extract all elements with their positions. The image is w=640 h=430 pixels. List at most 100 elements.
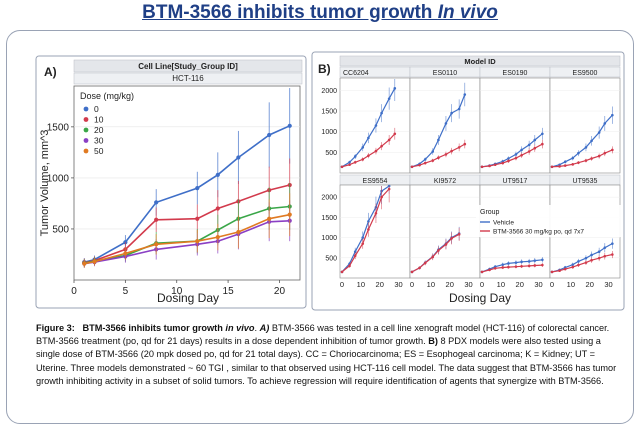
panel-a-point <box>123 251 128 256</box>
panel-a-xtick-label: 10 <box>171 286 183 297</box>
panel-a-ylabel: Tumor Volume, mm^3 <box>39 130 51 237</box>
panel-b-xtick-label: 20 <box>516 280 524 289</box>
caption-heading: BTM-3566 inhibits tumor growth <box>82 323 226 333</box>
panel-a-legend-marker <box>83 138 89 143</box>
title-emphasis: In vivo <box>437 2 498 23</box>
panel-b-xtick-label: 0 <box>550 280 554 289</box>
panel-b-model-label: KI9572 <box>434 178 456 185</box>
panel-b-xtick-label: 20 <box>446 280 454 289</box>
panel-b-model-label: ES9500 <box>573 70 598 77</box>
panel-b-ytick-label: 1500 <box>321 109 337 116</box>
panel-b-model-label: CC6204 <box>343 70 369 77</box>
panel-b-xtick-label: 30 <box>464 280 472 289</box>
panel-b-legend-bg <box>476 205 622 237</box>
panel-a-legend-marker <box>83 148 89 154</box>
panel-b-series-line <box>411 94 466 168</box>
panel-a-xtick-label: 15 <box>223 286 235 297</box>
panel-b-xlabel: Dosing Day <box>449 291 511 305</box>
panel-b-series-line <box>341 133 396 168</box>
panel-b-series-line <box>481 264 543 273</box>
panel-a-ytick-label: 500 <box>52 224 69 235</box>
panel-b-xtick-label: 20 <box>586 280 594 289</box>
caption-a-label: A) <box>259 323 270 333</box>
panel-b-series-line <box>481 259 543 273</box>
panel-b-series-line <box>411 233 460 273</box>
panel-a-xlabel: Dosing Day <box>157 291 219 305</box>
panel-a-ytick-label: 1500 <box>47 122 70 133</box>
panel-b-point <box>550 165 554 169</box>
page-title: BTM-3566 inhibits tumor growth In vivo <box>0 2 640 24</box>
panel-a-point <box>236 229 241 235</box>
panel-a-legend-marker <box>83 106 89 112</box>
caption-b-text: 8 PDX models were also tested using a si… <box>36 336 617 386</box>
panel-b-model-label: ES9554 <box>363 178 388 185</box>
panel-b-model-label: ES0190 <box>503 70 528 77</box>
panel-b-series-line <box>341 185 390 273</box>
panel-b-series-line <box>411 143 466 168</box>
panel-b-series-line <box>341 188 390 273</box>
caption-b-label: B) <box>428 336 438 347</box>
panel-b-xtick-label: 30 <box>604 280 612 289</box>
panel-a-point <box>287 123 292 128</box>
panel-a-xtick-label: 20 <box>274 286 286 297</box>
panel-a-legend-marker <box>83 127 89 133</box>
panel-b-xtick-label: 10 <box>357 280 365 289</box>
panel-a-point <box>92 259 97 264</box>
panel-b-header: Model ID <box>464 57 496 66</box>
panel-b-ytick-label: 1000 <box>321 129 337 136</box>
panel-a-legend-marker <box>83 117 89 122</box>
panel-a-xtick-label: 5 <box>123 286 129 297</box>
panel-b-model-label: UT9517 <box>503 178 528 185</box>
panel-a-legend-label: 20 <box>94 125 104 135</box>
panel-b-ytick-label: 2000 <box>321 88 337 95</box>
panel-b-header-bg <box>339 55 621 67</box>
caption-a-text: BTM-3566 was tested in a cell line xenog… <box>36 323 610 347</box>
panel-b-series-line <box>341 88 396 168</box>
panel-b-xtick-label: 10 <box>567 280 575 289</box>
panel-a-point <box>195 239 200 244</box>
panel-a-legend-title: Dose (mg/kg) <box>80 91 134 101</box>
panel-b-xtick-label: 10 <box>497 280 505 289</box>
panel-a-header2-bg <box>73 72 303 85</box>
panel-a-point <box>123 240 128 245</box>
panel-a-legend-label: 30 <box>94 136 104 146</box>
panel-a-point <box>215 206 220 211</box>
panel-b-series-line <box>551 149 613 168</box>
panel-a-point <box>154 242 159 247</box>
panel-b-plot-area <box>409 184 481 279</box>
panel-a-legend-label: 0 <box>94 104 99 114</box>
panel-a-header2: HCT-116 <box>172 74 204 83</box>
caption-fig-label: Figure 3: <box>36 323 75 333</box>
panel-a-point <box>195 216 200 221</box>
panel-a-point <box>215 235 220 240</box>
panel-a-point <box>267 132 272 138</box>
panel-a-point <box>154 217 159 222</box>
panel-b-ytick-label: 500 <box>325 255 337 262</box>
panel-b-series-line <box>551 253 613 273</box>
panel-a-legend-label: 10 <box>94 115 104 125</box>
panel-b-model-label: ES0110 <box>433 70 457 77</box>
panel-a-point <box>236 155 241 160</box>
panel-b-model-label: UT9535 <box>573 178 598 185</box>
panel-b-model-header-bg <box>549 66 621 78</box>
panel-b-xtick-label: 0 <box>410 280 414 289</box>
title-prefix: BTM-3566 inhibits tumor growth <box>142 2 438 23</box>
panel-b-ytick-label: 500 <box>325 150 337 157</box>
panel-b-series-line <box>481 143 543 168</box>
panel-b-xtick-label: 30 <box>394 280 402 289</box>
panel-a-plot-area <box>73 85 301 281</box>
panel-b-xtick-label: 10 <box>427 280 435 289</box>
panel-a-header1: Cell Line[Study_Group ID] <box>138 62 238 71</box>
panel-b-xtick-label: 0 <box>480 280 484 289</box>
panel-a-point <box>82 261 87 266</box>
panel-b-ytick-label: 2000 <box>321 195 337 202</box>
panel-a-header1-bg <box>73 59 303 73</box>
panel-b-ytick-label: 1500 <box>321 215 337 222</box>
panel-a-point <box>195 186 200 191</box>
panel-a-point <box>154 200 159 205</box>
panel-b-legend-label: Vehicle <box>493 220 514 227</box>
panel-b-plot-area <box>479 77 551 174</box>
panel-a-point <box>287 212 292 217</box>
panel-a-xtick-label: 0 <box>71 286 77 297</box>
